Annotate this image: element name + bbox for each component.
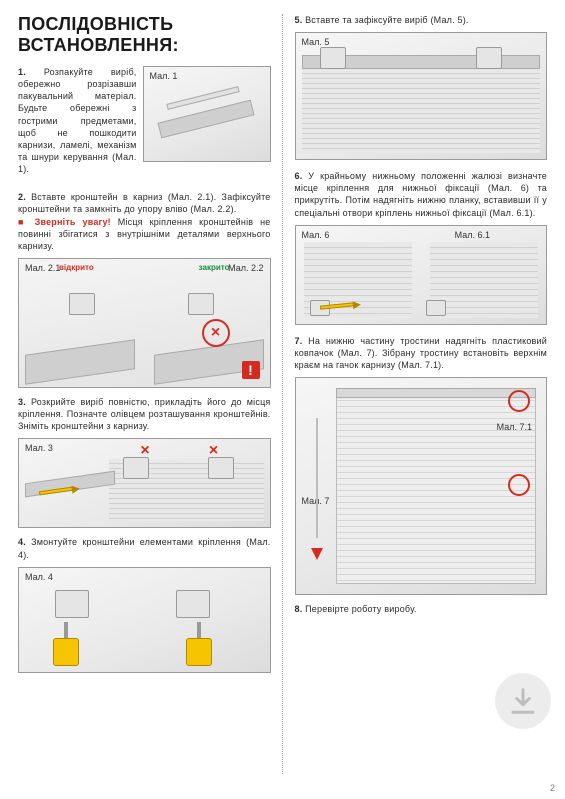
figure-2-1-label: Мал. 2.1 [25, 263, 60, 273]
arrow-down-icon [311, 548, 323, 560]
step-2-text: 2. Вставте кронштейн в карниз (Мал. 2.1)… [18, 191, 271, 252]
step-7-num: 7. [295, 336, 303, 346]
figure-2-2-label: Мал. 2.2 [228, 263, 263, 273]
bracket-6b [426, 300, 446, 316]
watermark-icon [495, 673, 551, 729]
step-8-text: 8. Перевірте роботу виробу. [295, 603, 548, 615]
step-6-text: 6. У крайньому нижньому положенні жалюзі… [295, 170, 548, 219]
right-column: 5. Вставте та зафіксуйте виріб (Мал. 5).… [283, 14, 548, 789]
bracket-4a [55, 590, 89, 618]
bracket-4b [176, 590, 210, 618]
figure-1: Мал. 1 [143, 66, 271, 162]
step-6-num: 6. [295, 171, 303, 181]
step-5-body: Вставте та зафіксуйте виріб (Мал. 5). [305, 15, 469, 25]
drill-bit-2 [197, 622, 201, 640]
step-8-body: Перевірте роботу виробу. [305, 604, 416, 614]
page: ПОСЛІДОВНІСТЬ ВСТАНОВЛЕННЯ: 1. Розпакуйт… [0, 0, 565, 799]
annotation-closed: закрито [199, 263, 230, 272]
step-3-num: 3. [18, 397, 26, 407]
red-x-icon: × [208, 325, 224, 341]
top-rail-7 [336, 388, 537, 398]
annotation-open: відкрито [59, 263, 94, 272]
red-circle-7a [508, 390, 530, 412]
step-3-body: Розкрийте виріб повністю, прикладіть йог… [18, 397, 271, 431]
left-column: ПОСЛІДОВНІСТЬ ВСТАНОВЛЕННЯ: 1. Розпакуйт… [18, 14, 283, 789]
bracket-3b [208, 457, 234, 479]
figure-7: Мал. 7 Мал. 7.1 [295, 377, 548, 595]
page-title: ПОСЛІДОВНІСТЬ ВСТАНОВЛЕННЯ: [18, 14, 271, 56]
figure-3: Мал. 3 × × [18, 438, 271, 528]
step-1-text: 1. Розпакуйте виріб, обережно розрізавши… [18, 66, 143, 175]
figure-7-1-label: Мал. 7.1 [497, 422, 532, 432]
step-4-text: 4. Змонтуйте кронштейни елементами кріпл… [18, 536, 271, 560]
blinds-5 [302, 69, 541, 153]
step-2-body: Вставте кронштейн в карниз (Мал. 2.1). З… [18, 192, 271, 214]
drill-bit-1 [64, 622, 68, 640]
bracket-3a [123, 457, 149, 479]
step-2-num: 2. [18, 192, 26, 202]
blinds-7 [336, 388, 537, 584]
wand-rod [316, 418, 318, 538]
bracket-5a [320, 47, 346, 69]
step-7-body: На нижню частину тростини надягніть плас… [295, 336, 548, 370]
drill-body-1 [53, 638, 79, 666]
figure-6-1-label: Мал. 6.1 [455, 230, 490, 240]
drill-body-2 [186, 638, 212, 666]
step-8-num: 8. [295, 604, 303, 614]
drill-icon-2 [182, 622, 216, 670]
step-5-text: 5. Вставте та зафіксуйте виріб (Мал. 5). [295, 14, 548, 26]
figure-5-label: Мал. 5 [302, 37, 330, 47]
step-6-body: У крайньому нижньому положенні жалюзі ви… [295, 171, 548, 217]
figure-4-label: Мал. 4 [25, 572, 53, 582]
figure-5: Мал. 5 [295, 32, 548, 160]
figure-2: Мал. 2.1 Мал. 2.2 відкрито закрито × ! [18, 258, 271, 388]
warning-label: ■ Зверніть увагу! [18, 217, 111, 227]
step-3-text: 3. Розкрийте виріб повністю, прикладіть … [18, 396, 271, 432]
red-circle-7b [508, 474, 530, 496]
step-5-num: 5. [295, 15, 303, 25]
step-1: 1. Розпакуйте виріб, обережно розрізавши… [18, 66, 271, 175]
figure-6: Мал. 6 Мал. 6.1 [295, 225, 548, 325]
bracket-open [69, 293, 95, 315]
warning-icon: ! [242, 361, 260, 379]
red-x-1: × [137, 443, 153, 459]
step-1-body: Розпакуйте виріб, обережно розрізавши па… [18, 67, 137, 174]
bracket-closed [188, 293, 214, 315]
step-4-body: Змонтуйте кронштейни елементами кріпленн… [18, 537, 271, 559]
page-number: 2 [550, 783, 555, 793]
bracket-5b [476, 47, 502, 69]
figure-3-label: Мал. 3 [25, 443, 53, 453]
download-arrow-icon [508, 686, 538, 716]
rail-left [25, 339, 135, 384]
figure-4: Мал. 4 [18, 567, 271, 673]
step-1-num: 1. [18, 67, 26, 77]
figure-1-label: Мал. 1 [150, 71, 178, 81]
red-x-2: × [206, 443, 222, 459]
step-4-num: 4. [18, 537, 26, 547]
drill-icon-1 [49, 622, 83, 670]
figure-6-label: Мал. 6 [302, 230, 330, 240]
blinds-6b [430, 242, 538, 318]
column-divider [282, 14, 283, 774]
step-7-text: 7. На нижню частину тростини надягніть п… [295, 335, 548, 371]
